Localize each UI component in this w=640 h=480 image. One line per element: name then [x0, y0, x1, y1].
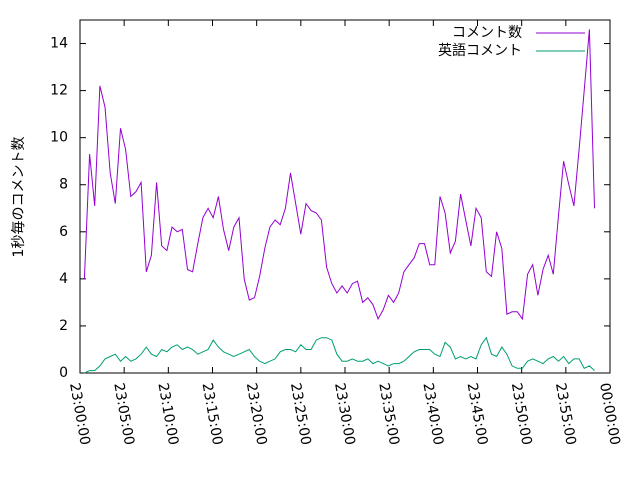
x-tick-label: 23:40:00 — [419, 382, 446, 447]
plot-frame — [79, 19, 611, 374]
x-tick-label: 23:20:00 — [243, 382, 270, 447]
x-tick-label: 23:00:00 — [66, 382, 93, 447]
x-tick-label: 23:10:00 — [154, 382, 181, 447]
x-tick-label: 23:35:00 — [375, 382, 402, 447]
y-tick-label: 2 — [59, 318, 68, 334]
x-tick-label: 23:25:00 — [287, 382, 314, 447]
x-tick-label: 23:30:00 — [331, 382, 358, 447]
y-tick-label: 8 — [59, 177, 68, 193]
y-tick-label: 14 — [50, 36, 68, 52]
x-tick-label: 23:50:00 — [508, 382, 535, 447]
x-tick-label: 23:15:00 — [199, 382, 226, 447]
y-tick-label: 6 — [59, 224, 68, 240]
x-tick-label: 23:45:00 — [464, 382, 491, 447]
legend-label: コメント数 — [452, 25, 522, 41]
y-axis-label: 1秒毎のコメント数 — [11, 137, 27, 258]
y-tick-label: 0 — [59, 365, 68, 381]
y-tick-label: 12 — [50, 83, 68, 99]
y-tick-label: 10 — [50, 130, 68, 146]
series-line — [84, 336, 595, 374]
x-tick-label: 00:00:00 — [596, 382, 623, 447]
y-tick-label: 4 — [59, 271, 68, 287]
series-line — [83, 29, 595, 321]
x-tick-label: 23:05:00 — [110, 382, 137, 447]
legend-label: 英語コメント — [438, 42, 522, 59]
x-tick-label: 23:55:00 — [552, 382, 579, 447]
